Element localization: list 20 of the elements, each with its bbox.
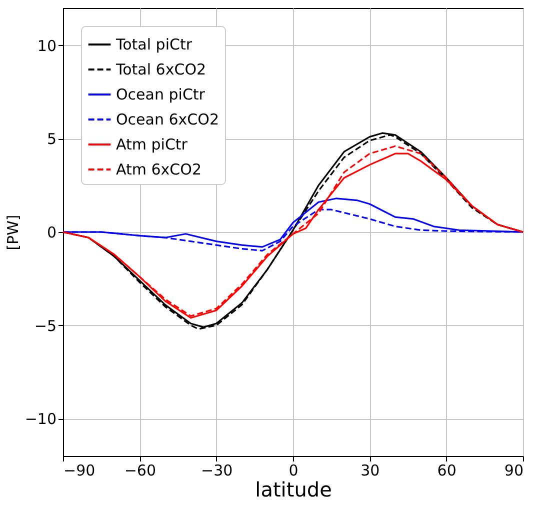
legend-label: Atm piCtr xyxy=(116,136,188,154)
y-tick-label: 0 xyxy=(46,224,56,242)
legend-label: Ocean piCtr xyxy=(116,86,206,104)
x-tick-label: 30 xyxy=(360,462,380,480)
legend-label: Total 6xCO2 xyxy=(115,60,206,78)
x-tick-label: −90 xyxy=(64,462,96,480)
legend-label: Total piCtr xyxy=(115,36,193,54)
x-axis-title: latitude xyxy=(255,478,332,502)
legend-label: Ocean 6xCO2 xyxy=(116,110,219,128)
y-tick-label: 10 xyxy=(37,36,56,55)
x-tick-label: −60 xyxy=(124,462,156,480)
x-tick-label: 0 xyxy=(288,462,298,480)
x-tick-label: 60 xyxy=(437,462,456,480)
y-tick-label: 5 xyxy=(46,130,56,148)
y-tick-label: −5 xyxy=(34,316,56,335)
x-tick-label: 90 xyxy=(504,462,524,480)
x-tick-label: −30 xyxy=(201,462,233,480)
legend-label: Atm 6xCO2 xyxy=(116,160,202,178)
y-axis-title: [PW] xyxy=(4,214,22,250)
y-tick-label: −10 xyxy=(24,410,56,428)
